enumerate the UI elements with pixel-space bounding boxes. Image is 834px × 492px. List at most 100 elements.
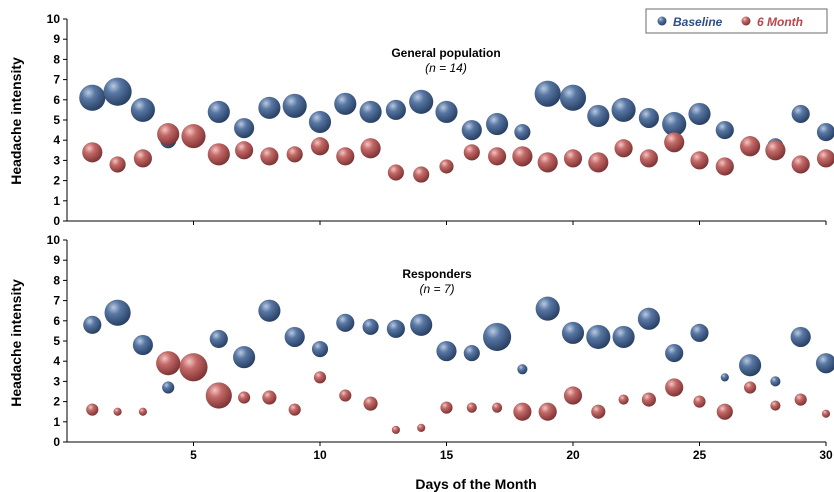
bubble-month6 bbox=[614, 139, 633, 158]
bubble-baseline bbox=[258, 96, 281, 120]
bubble-month6 bbox=[363, 396, 378, 411]
bubble-month6 bbox=[156, 122, 180, 146]
bubble-baseline bbox=[770, 376, 781, 387]
bubble-baseline bbox=[386, 319, 406, 339]
y-tick-label: 8 bbox=[53, 52, 60, 66]
bubble-month6 bbox=[133, 149, 153, 168]
x-tick-label: 5 bbox=[190, 448, 197, 462]
y-tick-label: 7 bbox=[53, 294, 60, 308]
bubble-baseline bbox=[720, 373, 730, 382]
bubble-baseline bbox=[385, 99, 407, 121]
bubble-month6 bbox=[591, 404, 606, 419]
bubble-baseline bbox=[463, 344, 481, 362]
bubble-month6 bbox=[262, 390, 277, 405]
bubble-month6 bbox=[463, 144, 481, 161]
x-tick-label: 20 bbox=[566, 448, 580, 462]
y-tick-label: 2 bbox=[53, 395, 60, 409]
bubble-month6 bbox=[639, 149, 659, 168]
bubble-baseline bbox=[409, 313, 433, 337]
bubble-baseline bbox=[637, 307, 661, 331]
bubble-month6 bbox=[155, 350, 181, 376]
bubble-baseline bbox=[790, 326, 811, 348]
bubble-month6 bbox=[743, 381, 757, 394]
x-tick-label: 15 bbox=[440, 448, 454, 462]
bubble-month6 bbox=[313, 371, 327, 384]
legend-baseline-label: Baseline bbox=[673, 15, 723, 29]
bubble-baseline bbox=[485, 112, 509, 136]
x-tick-label: 10 bbox=[313, 448, 327, 462]
bubble-baseline bbox=[232, 345, 256, 369]
legend-month6-marker bbox=[741, 16, 751, 26]
y-tick-label: 4 bbox=[53, 133, 60, 147]
bubble-month6 bbox=[821, 409, 831, 418]
bubble-baseline bbox=[308, 110, 332, 134]
bubble-month6 bbox=[791, 155, 810, 174]
bubble-month6 bbox=[310, 137, 330, 156]
y-tick-label: 5 bbox=[53, 113, 60, 127]
bubble-baseline bbox=[791, 104, 810, 124]
bubble-baseline bbox=[79, 84, 106, 112]
bubble-baseline bbox=[207, 100, 231, 124]
bubble-baseline bbox=[132, 334, 154, 356]
panel-title-general: General population bbox=[391, 46, 500, 60]
bubble-month6 bbox=[716, 403, 734, 420]
bubble-baseline bbox=[83, 315, 102, 335]
bubble-baseline bbox=[559, 84, 587, 112]
bubble-baseline bbox=[587, 104, 610, 128]
bubble-baseline bbox=[336, 313, 355, 333]
y-tick-label: 1 bbox=[53, 194, 60, 208]
bubble-baseline bbox=[514, 123, 531, 141]
bubble-month6 bbox=[339, 389, 352, 402]
y-tick-label: 10 bbox=[47, 233, 61, 247]
bubble-month6 bbox=[538, 402, 557, 421]
y-tick-label: 5 bbox=[53, 334, 60, 348]
bubble-baseline bbox=[130, 97, 156, 123]
bubble-month6 bbox=[260, 147, 279, 166]
bubble-baseline bbox=[209, 329, 229, 349]
bubble-month6 bbox=[466, 402, 478, 413]
bubble-baseline bbox=[258, 299, 281, 322]
bubble-month6 bbox=[387, 164, 405, 181]
y-tick-label: 0 bbox=[53, 435, 60, 449]
bubble-month6 bbox=[109, 156, 126, 173]
bubble-month6 bbox=[288, 403, 301, 416]
bubble-baseline bbox=[104, 299, 131, 326]
bubble-month6 bbox=[237, 391, 251, 404]
bubble-baseline bbox=[816, 122, 834, 142]
bubble-baseline bbox=[359, 100, 382, 124]
bubble-baseline bbox=[334, 92, 357, 116]
bubble-month6 bbox=[663, 131, 685, 153]
y-tick-label: 8 bbox=[53, 273, 60, 287]
bubble-month6 bbox=[563, 386, 583, 405]
y-tick-label: 3 bbox=[53, 153, 60, 167]
legend-baseline-marker bbox=[657, 16, 667, 26]
bubble-month6 bbox=[181, 123, 206, 149]
bubble-month6 bbox=[412, 166, 430, 183]
y-axis-title-bottom: Headache intensity bbox=[8, 279, 24, 407]
bubble-month6 bbox=[82, 142, 103, 163]
bubble-baseline bbox=[311, 340, 329, 358]
bubble-baseline bbox=[638, 107, 660, 129]
y-tick-label: 7 bbox=[53, 73, 60, 87]
bubble-month6 bbox=[537, 152, 558, 173]
legend-box bbox=[645, 8, 828, 34]
bubble-baseline bbox=[408, 89, 434, 115]
bubble-month6 bbox=[690, 151, 709, 170]
y-tick-label: 3 bbox=[53, 374, 60, 388]
bubble-month6 bbox=[205, 382, 233, 409]
y-tick-label: 2 bbox=[53, 174, 60, 188]
bubble-baseline bbox=[690, 323, 709, 343]
bubble-baseline bbox=[586, 324, 611, 350]
y-tick-label: 6 bbox=[53, 314, 60, 328]
bubble-month6 bbox=[512, 146, 533, 167]
y-tick-label: 9 bbox=[53, 32, 60, 46]
bubble-baseline bbox=[534, 80, 561, 107]
bubble-baseline bbox=[362, 318, 379, 336]
y-tick-label: 6 bbox=[53, 93, 60, 107]
bubble-month6 bbox=[138, 407, 148, 416]
x-tick-label: 25 bbox=[693, 448, 707, 462]
bubble-baseline bbox=[715, 120, 735, 140]
bubble-baseline bbox=[517, 364, 528, 375]
bubble-month6 bbox=[487, 147, 507, 166]
